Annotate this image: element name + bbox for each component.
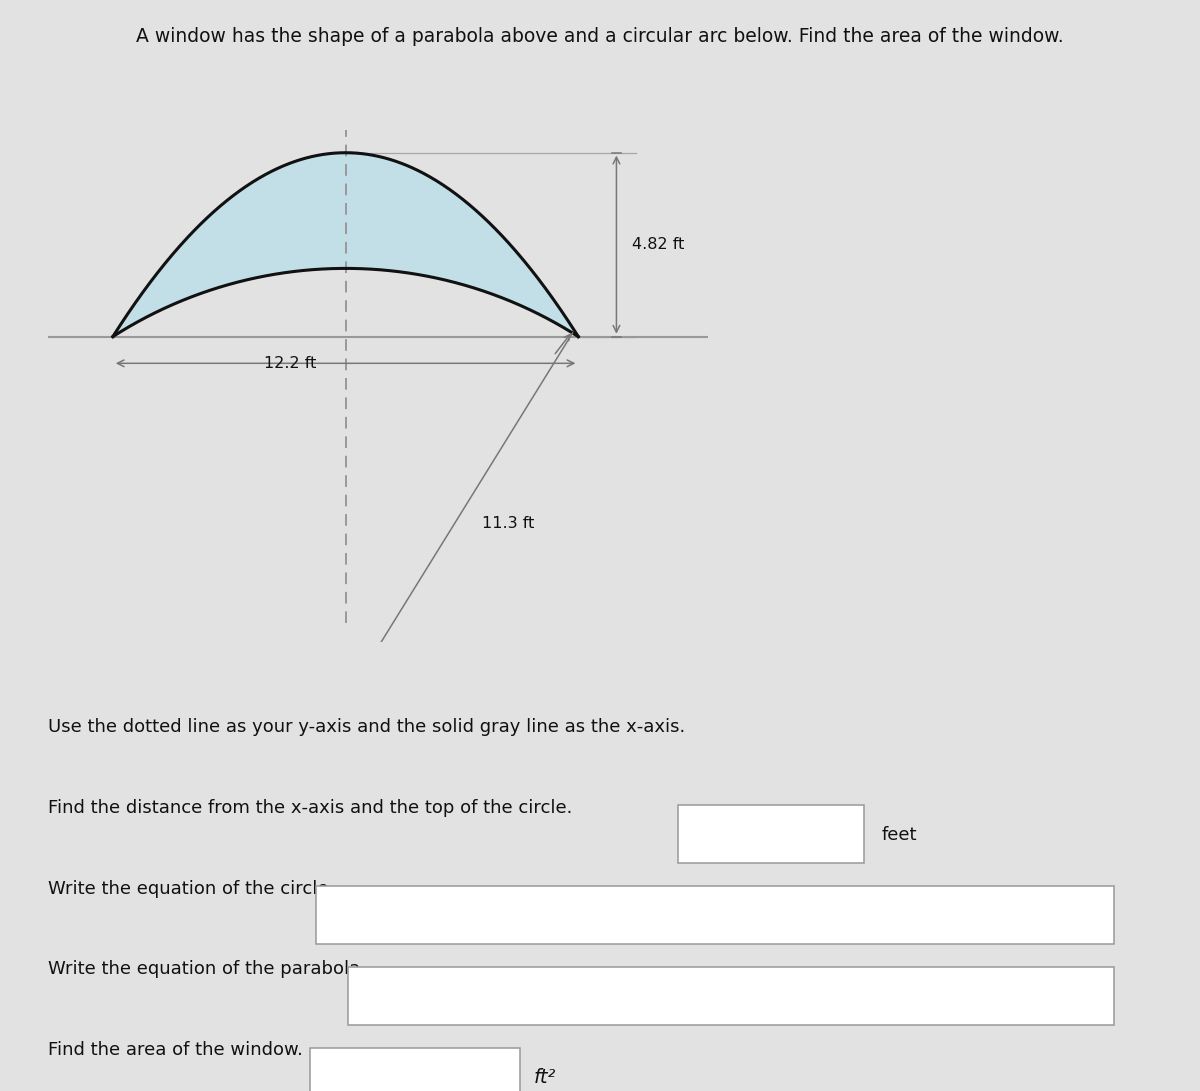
Text: feet: feet — [882, 826, 918, 844]
Bar — [310, 1047, 520, 1091]
Text: A window has the shape of a parabola above and a circular arc below. Find the ar: A window has the shape of a parabola abo… — [136, 27, 1064, 46]
Text: Find the area of the window.: Find the area of the window. — [48, 1041, 302, 1059]
Text: 4.82 ft: 4.82 ft — [631, 237, 684, 252]
Text: Write the equation of the circle.: Write the equation of the circle. — [48, 879, 335, 898]
Bar — [316, 886, 1114, 944]
Text: Use the dotted line as your y-axis and the solid gray line as the x-axis.: Use the dotted line as your y-axis and t… — [48, 718, 685, 735]
Text: Find the distance from the x-axis and the top of the circle.: Find the distance from the x-axis and th… — [48, 799, 572, 817]
Bar — [348, 967, 1114, 1026]
Polygon shape — [113, 153, 578, 337]
Bar — [678, 805, 864, 863]
Text: Write the equation of the parabola.: Write the equation of the parabola. — [48, 960, 366, 979]
Text: ft²: ft² — [534, 1068, 557, 1087]
Text: 11.3 ft: 11.3 ft — [482, 516, 534, 531]
Text: 12.2 ft: 12.2 ft — [264, 356, 317, 371]
